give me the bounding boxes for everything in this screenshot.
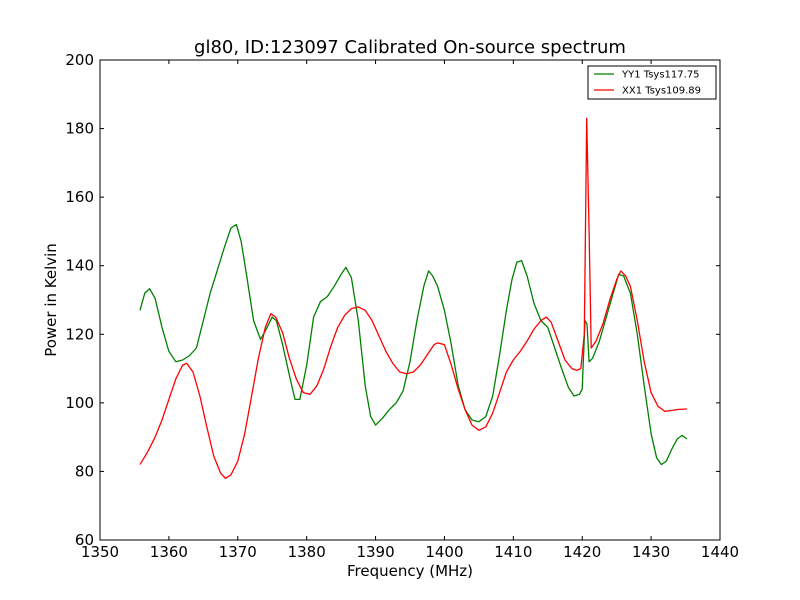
x-tick-label: 1370 [219,543,257,561]
y-tick-label: 100 [65,394,94,412]
x-tick-label: 1350 [81,543,119,561]
y-tick-label: 180 [65,120,94,138]
y-axis-label: Power in Kelvin [42,243,60,357]
legend: YY1 Tsys117.75 XX1 Tsys109.89 [587,65,717,100]
x-tick-label: 1380 [288,543,326,561]
y-tick-label: 160 [65,188,94,206]
y-tick-label: 60 [75,531,94,549]
series-line-xx1 [139,117,687,479]
y-tick-label: 120 [65,325,94,343]
legend-box [587,65,717,100]
legend-label-yy1: YY1 Tsys117.75 [621,70,700,81]
x-tick-label: 1440 [701,543,739,561]
y-tick-label: 140 [65,257,94,275]
x-tick-label: 1360 [150,543,188,561]
y-tick-label: 80 [75,462,94,480]
x-axis: 1350 1360 1370 1380 1390 1400 1410 1420 1430 1440 [81,60,739,561]
x-axis-label: Frequency (MHz) [347,562,473,580]
series-line-yy1 [139,223,688,466]
x-tick-label: 1410 [494,543,532,561]
y-axis: 60 80 100 120 140 160 180 200 [65,51,720,549]
y-tick-label: 200 [65,51,94,69]
plot-frame [99,59,721,541]
x-tick-label: 1430 [632,543,670,561]
legend-label-xx1: XX1 Tsys109.89 [622,86,701,97]
x-tick-label: 1390 [356,543,394,561]
series-layer [139,117,688,479]
x-tick-label: 1400 [425,543,463,561]
x-tick-label: 1420 [563,543,601,561]
chart-title: gl80, ID:123097 Calibrated On-source spe… [194,37,626,58]
